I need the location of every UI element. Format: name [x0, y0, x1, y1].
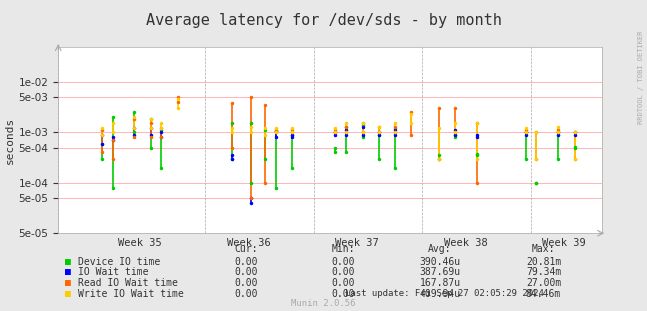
Text: 0.00: 0.00: [234, 257, 258, 267]
Text: 84.46m: 84.46m: [526, 289, 561, 299]
Text: Max:: Max:: [532, 244, 555, 254]
Text: 27.00m: 27.00m: [526, 278, 561, 288]
Text: ■: ■: [65, 267, 71, 277]
Text: 0.00: 0.00: [331, 289, 355, 299]
Text: ■: ■: [65, 289, 71, 299]
Text: Cur:: Cur:: [234, 244, 258, 254]
Text: Average latency for /dev/sds - by month: Average latency for /dev/sds - by month: [146, 13, 501, 28]
Text: 409.94u: 409.94u: [419, 289, 461, 299]
Text: 387.69u: 387.69u: [419, 267, 461, 277]
Text: Device IO time: Device IO time: [78, 257, 160, 267]
Text: 20.81m: 20.81m: [526, 257, 561, 267]
Text: 0.00: 0.00: [234, 278, 258, 288]
Text: IO Wait time: IO Wait time: [78, 267, 148, 277]
Text: ■: ■: [65, 278, 71, 288]
Text: Avg:: Avg:: [428, 244, 452, 254]
Text: 79.34m: 79.34m: [526, 267, 561, 277]
Text: 0.00: 0.00: [234, 267, 258, 277]
Text: Munin 2.0.56: Munin 2.0.56: [291, 299, 356, 308]
Text: 0.00: 0.00: [331, 267, 355, 277]
Text: 0.00: 0.00: [234, 289, 258, 299]
Y-axis label: seconds: seconds: [5, 116, 14, 164]
Text: Min:: Min:: [331, 244, 355, 254]
Text: 167.87u: 167.87u: [419, 278, 461, 288]
Text: 0.00: 0.00: [331, 257, 355, 267]
Text: 0.00: 0.00: [331, 278, 355, 288]
Text: Read IO Wait time: Read IO Wait time: [78, 278, 177, 288]
Text: Last update: Fri Sep 27 02:05:29 2024: Last update: Fri Sep 27 02:05:29 2024: [345, 289, 543, 298]
Text: RRDTOOL / TOBI OETIKER: RRDTOOL / TOBI OETIKER: [638, 31, 644, 124]
Text: Write IO Wait time: Write IO Wait time: [78, 289, 183, 299]
Text: ■: ■: [65, 257, 71, 267]
Text: 390.46u: 390.46u: [419, 257, 461, 267]
